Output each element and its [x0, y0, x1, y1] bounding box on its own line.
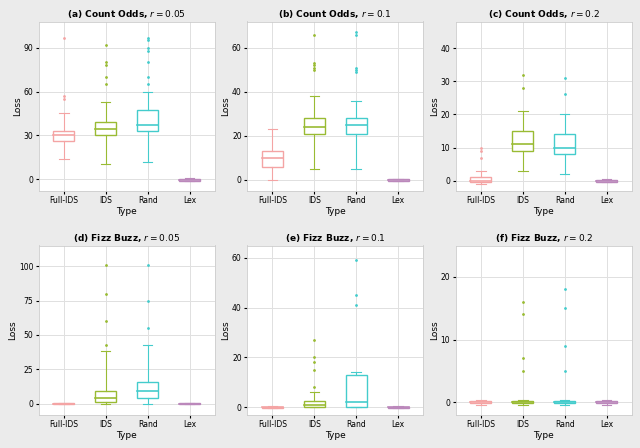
Bar [179, 179, 200, 181]
Title: (e) Fizz Buzz, $r = 0.1$: (e) Fizz Buzz, $r = 0.1$ [285, 233, 386, 244]
Bar [53, 403, 74, 404]
Bar [304, 401, 324, 407]
Bar [388, 407, 408, 408]
Bar [346, 375, 367, 407]
Bar [554, 401, 575, 404]
Y-axis label: Loss: Loss [430, 320, 439, 340]
Bar [53, 131, 74, 141]
Bar [346, 118, 367, 134]
Title: (b) Count Odds, $r = 0.1$: (b) Count Odds, $r = 0.1$ [278, 9, 392, 20]
Y-axis label: Loss: Loss [221, 96, 230, 116]
Y-axis label: Loss: Loss [13, 96, 22, 116]
Bar [513, 401, 533, 404]
X-axis label: Type: Type [116, 431, 137, 439]
Title: (f) Fizz Buzz, $r = 0.2$: (f) Fizz Buzz, $r = 0.2$ [495, 233, 593, 244]
Bar [137, 382, 158, 398]
Bar [95, 392, 116, 402]
X-axis label: Type: Type [325, 207, 346, 215]
Title: (a) Count Odds, $r = 0.05$: (a) Count Odds, $r = 0.05$ [67, 9, 186, 20]
Bar [95, 122, 116, 135]
Bar [513, 131, 533, 151]
Bar [470, 177, 492, 182]
Bar [470, 401, 492, 404]
Y-axis label: Loss: Loss [8, 320, 17, 340]
Y-axis label: Loss: Loss [430, 96, 439, 116]
Bar [554, 134, 575, 154]
Bar [262, 407, 283, 408]
X-axis label: Type: Type [116, 207, 137, 215]
Bar [304, 118, 324, 134]
Title: (d) Fizz Buzz, $r = 0.05$: (d) Fizz Buzz, $r = 0.05$ [73, 233, 180, 244]
Bar [388, 179, 408, 181]
Bar [262, 151, 283, 167]
Title: (c) Count Odds, $r = 0.2$: (c) Count Odds, $r = 0.2$ [488, 9, 600, 20]
X-axis label: Type: Type [533, 207, 554, 215]
Y-axis label: Loss: Loss [221, 320, 230, 340]
X-axis label: Type: Type [325, 431, 346, 439]
Bar [596, 401, 617, 404]
X-axis label: Type: Type [533, 431, 554, 439]
Bar [596, 180, 617, 182]
Bar [137, 111, 158, 131]
Bar [179, 403, 200, 404]
